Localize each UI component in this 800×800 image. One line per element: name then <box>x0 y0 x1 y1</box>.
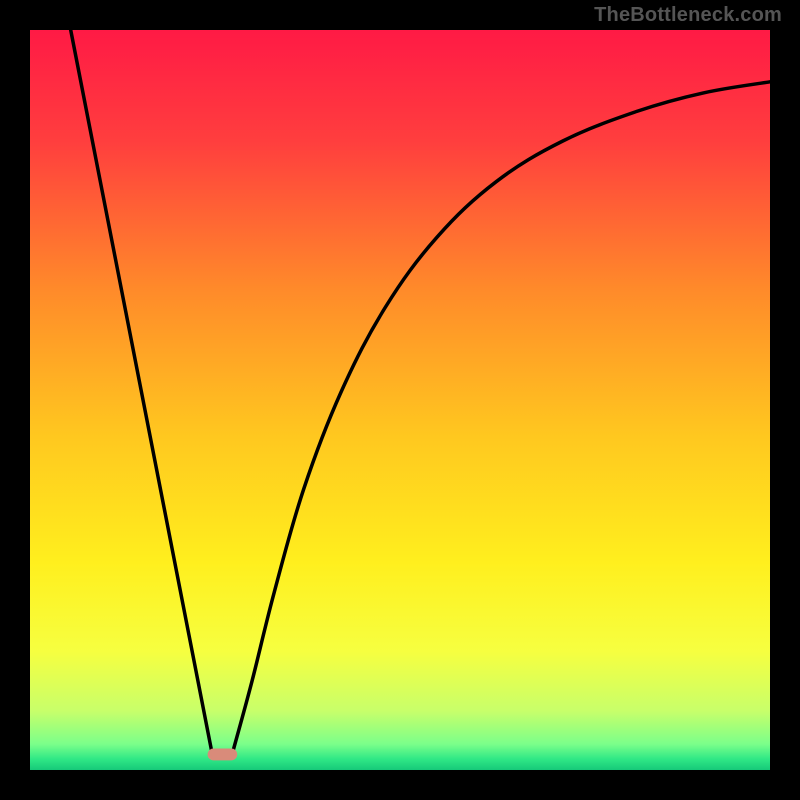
bottleneck-chart: TheBottleneck.com <box>0 0 800 800</box>
valley-marker <box>208 749 238 761</box>
watermark: TheBottleneck.com <box>594 4 782 27</box>
plot-background <box>30 30 770 770</box>
chart-canvas <box>0 0 800 800</box>
